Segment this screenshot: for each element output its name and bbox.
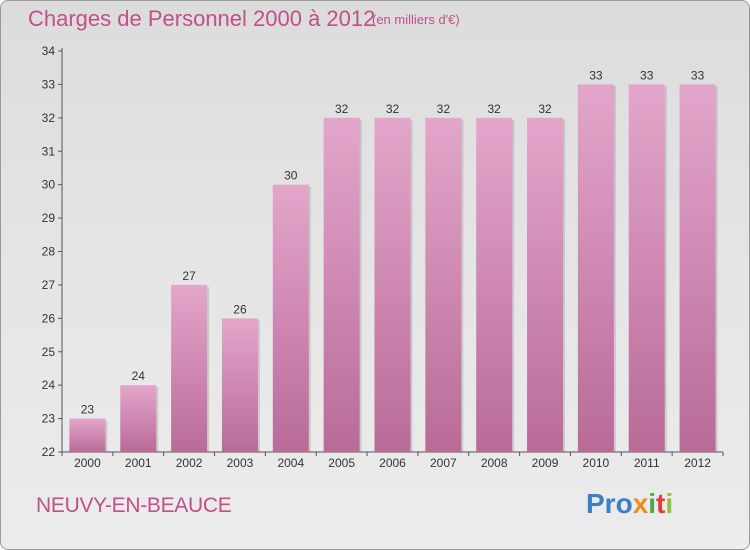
logo-part-5: i <box>665 488 674 519</box>
value-label-2007: 32 <box>437 102 451 116</box>
y-tick-label: 24 <box>42 378 56 392</box>
value-label-2012: 33 <box>691 68 705 82</box>
chart-subtitle: (en milliers d'€) <box>372 12 460 27</box>
y-tick-label: 27 <box>42 278 56 292</box>
value-label-2004: 30 <box>284 169 298 183</box>
bar-2000 <box>69 418 106 452</box>
x-tick-label-2010: 2010 <box>583 456 610 470</box>
bar-2008 <box>476 117 513 452</box>
logo-part-1: Pro <box>586 488 633 519</box>
value-label-2009: 32 <box>538 102 552 116</box>
value-label-2003: 26 <box>233 302 247 316</box>
bar-2011 <box>628 84 665 453</box>
y-tick-label: 23 <box>42 412 56 426</box>
bar-2001 <box>120 385 157 452</box>
value-label-2001: 24 <box>132 369 146 383</box>
bar-2005 <box>323 117 360 452</box>
chart-bars <box>69 84 718 453</box>
value-label-2000: 23 <box>81 403 95 417</box>
x-tick-label-2003: 2003 <box>227 456 254 470</box>
y-tick-label: 26 <box>42 311 56 325</box>
value-label-2010: 33 <box>589 68 603 82</box>
y-tick-label: 31 <box>42 144 56 158</box>
bar-2007 <box>425 117 462 452</box>
bar-2006 <box>374 117 411 452</box>
logo-part-4: t <box>656 488 666 519</box>
y-tick-label: 28 <box>42 245 56 259</box>
logo-part-3: i <box>648 488 657 519</box>
y-tick-label: 29 <box>42 211 56 225</box>
value-label-2008: 32 <box>488 102 502 116</box>
x-tick-label-2008: 2008 <box>481 456 508 470</box>
commune-name: NEUVY-EN-BEAUCE <box>36 494 232 517</box>
y-tick-label: 33 <box>42 77 56 91</box>
x-tick-label-2001: 2001 <box>125 456 152 470</box>
x-tick-label-2006: 2006 <box>379 456 406 470</box>
value-label-2005: 32 <box>335 102 349 116</box>
bar-2009 <box>527 117 564 452</box>
x-tick-label-2005: 2005 <box>328 456 355 470</box>
x-tick-label-2007: 2007 <box>430 456 457 470</box>
y-tick-label: 30 <box>42 178 56 192</box>
bar-2004 <box>272 184 309 452</box>
x-tick-label-2004: 2004 <box>277 456 304 470</box>
logo-part-2: x <box>632 488 649 519</box>
x-tick-label-2011: 2011 <box>634 456 660 470</box>
chart-axes: 22 23 24 25 26 27 28 29 30 31 32 33 34 <box>42 44 724 459</box>
value-label-2011: 33 <box>640 68 654 82</box>
value-label-2002: 27 <box>182 269 196 283</box>
x-tick-label-2012: 2012 <box>684 456 711 470</box>
x-tick-label-2009: 2009 <box>532 456 559 470</box>
x-tick-label-2000: 2000 <box>74 456 101 470</box>
y-tick-label: 34 <box>42 44 56 58</box>
bar-2002 <box>171 284 208 452</box>
chart-title: Charges de Personnel 2000 à 2012 <box>28 6 376 31</box>
y-tick-label: 32 <box>42 111 56 125</box>
bar-2010 <box>577 84 614 453</box>
proxiti-logo[interactable]: Proxiti <box>586 488 673 520</box>
y-tick-label: 25 <box>42 345 56 359</box>
x-tick-label-2002: 2002 <box>176 456 203 470</box>
y-tick-label: 22 <box>42 445 56 459</box>
bar-2003 <box>221 318 258 452</box>
bar-2012 <box>679 84 716 453</box>
chart-value-labels: 23 2000 24 2001 27 2002 26 2003 30 2004 32 2005 32 20… <box>74 68 711 470</box>
value-label-2006: 32 <box>386 102 400 116</box>
